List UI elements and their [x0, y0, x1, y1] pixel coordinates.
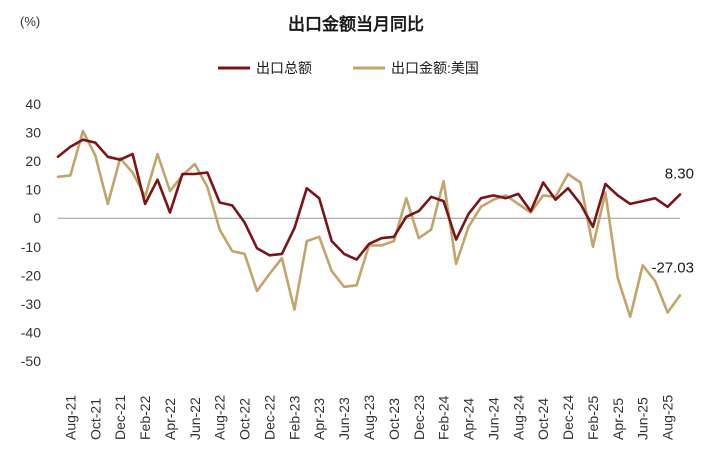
x-tick-label: Apr-23 [311, 398, 327, 440]
x-tick-label: Oct-21 [87, 398, 103, 440]
y-tick-label: 20 [25, 153, 41, 169]
x-tick-label: Apr-22 [162, 398, 178, 440]
x-tick-label: Oct-24 [535, 398, 551, 440]
y-tick-label: 40 [25, 96, 41, 112]
x-tick-label: Jun-24 [485, 397, 501, 440]
x-tick-label: Oct-22 [237, 398, 253, 440]
series-layer [56, 129, 682, 319]
x-tick-label: Feb-25 [585, 395, 601, 440]
x-axis: Aug-21 Oct-21 Dec-21 Feb-22 Apr-22 Jun-22 Aug-… [58, 217, 680, 440]
x-tick-label: Jun-22 [187, 397, 203, 440]
x-tick-label: Aug-24 [510, 395, 526, 440]
x-tick-label: Dec-21 [112, 395, 128, 440]
legend-label-total: 出口总额 [256, 60, 312, 76]
data-label: -27.03 [651, 259, 694, 276]
series-line-us-exports [56, 129, 682, 319]
series-line-total-exports [56, 138, 682, 261]
y-tick-label: 10 [25, 182, 41, 198]
y-tick-label: -50 [21, 353, 41, 369]
x-tick-label: Aug-22 [212, 395, 228, 440]
x-tick-label: Oct-23 [386, 398, 402, 440]
x-tick-label: Aug-23 [361, 395, 377, 440]
x-tick-label: Jun-25 [635, 397, 651, 440]
y-tick-label: -10 [21, 239, 41, 255]
x-tick-label: Dec-23 [411, 395, 427, 440]
legend: 出口总额 出口金额:美国 [218, 60, 479, 76]
chart-title: 出口金额当月同比 [288, 14, 424, 34]
data-label: 8.30 [665, 166, 694, 183]
x-tick-label: Feb-23 [286, 395, 302, 440]
y-tick-label: 0 [33, 210, 41, 226]
x-tick-label: Feb-24 [436, 395, 452, 440]
y-tick-label: 30 [25, 125, 41, 141]
x-tick-label: Aug-25 [660, 395, 676, 440]
annotation-layer: 8.30 -27.03 [651, 166, 694, 277]
x-tick-label: Dec-22 [261, 395, 277, 440]
x-tick-label: Apr-24 [461, 398, 477, 440]
y-tick-label: -30 [21, 296, 41, 312]
legend-label-us: 出口金额:美国 [391, 60, 479, 76]
y-tick-label: -20 [21, 267, 41, 283]
y-axis: 40 30 20 10 0 -10 -20 -30 -40 -50 [21, 96, 41, 369]
x-tick-label: Aug-21 [62, 395, 78, 440]
y-tick-label: -40 [21, 324, 41, 340]
x-tick-label: Jun-23 [336, 397, 352, 440]
y-axis-unit-label: (%) [20, 14, 40, 29]
x-tick-label: Feb-22 [137, 395, 153, 440]
x-tick-label: Apr-25 [610, 398, 626, 440]
x-tick-label: Dec-24 [560, 395, 576, 440]
